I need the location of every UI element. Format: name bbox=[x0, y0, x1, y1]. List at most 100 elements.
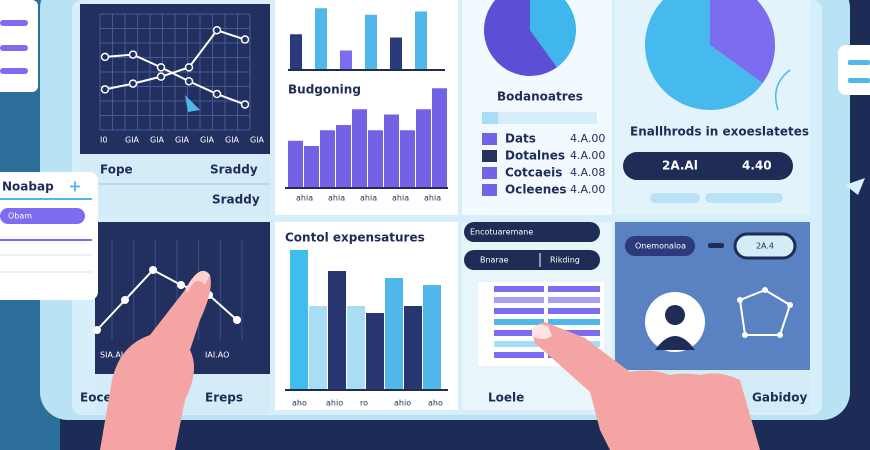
list-row bbox=[494, 330, 544, 336]
bar bbox=[400, 130, 415, 188]
label: Budgoning bbox=[288, 83, 361, 97]
label: Onemonaloa bbox=[635, 242, 686, 251]
label: ahia bbox=[392, 194, 409, 203]
point bbox=[240, 100, 250, 109]
bar bbox=[352, 109, 367, 188]
point bbox=[184, 63, 194, 72]
label: Sraddy bbox=[210, 163, 258, 177]
shape-node bbox=[737, 297, 743, 303]
pill bbox=[735, 234, 795, 258]
label: Loele bbox=[488, 391, 524, 405]
point bbox=[156, 72, 166, 81]
list-row bbox=[494, 297, 544, 303]
point bbox=[156, 63, 166, 72]
finger-nail bbox=[532, 324, 552, 339]
label: GIA bbox=[175, 136, 190, 145]
shape-node bbox=[787, 302, 793, 308]
point bbox=[100, 85, 110, 94]
list-row bbox=[548, 286, 600, 292]
pill-small bbox=[705, 193, 783, 203]
bar bbox=[423, 285, 441, 390]
label: Noabap bbox=[2, 180, 54, 194]
bar bbox=[416, 109, 431, 188]
bar bbox=[347, 306, 365, 390]
bar bbox=[340, 50, 352, 70]
list-row bbox=[494, 319, 544, 325]
field bbox=[0, 208, 85, 224]
point bbox=[233, 316, 241, 324]
point bbox=[93, 326, 101, 334]
menu-line bbox=[848, 78, 870, 83]
point bbox=[177, 281, 185, 289]
label: Encotuaremane bbox=[470, 228, 533, 237]
table-head-mark bbox=[482, 112, 498, 124]
point bbox=[212, 25, 222, 35]
bar bbox=[365, 14, 377, 70]
label: ahia bbox=[296, 194, 313, 203]
list-row bbox=[494, 341, 544, 347]
label: Ereps bbox=[205, 391, 243, 405]
point bbox=[184, 77, 194, 86]
label: aho bbox=[292, 399, 307, 408]
bar bbox=[384, 114, 399, 188]
bar bbox=[366, 313, 384, 390]
label: Enallhrods in exoeslatetes bbox=[630, 125, 809, 139]
label: 4.A.00 bbox=[570, 149, 605, 162]
bar bbox=[320, 130, 335, 188]
shape bbox=[738, 288, 792, 336]
bar bbox=[385, 278, 403, 390]
pill bbox=[625, 236, 695, 256]
bar bbox=[404, 306, 422, 390]
hand-left bbox=[100, 270, 211, 450]
bar bbox=[336, 125, 351, 188]
trend-line bbox=[104, 29, 246, 91]
arrow bbox=[775, 69, 791, 111]
trend-line bbox=[104, 53, 246, 106]
pill bbox=[464, 250, 600, 270]
row-swatch bbox=[482, 184, 497, 196]
label: GIA bbox=[200, 136, 215, 145]
label: 2A.4 bbox=[756, 242, 774, 251]
menu-line bbox=[0, 20, 28, 26]
avatar-head bbox=[665, 305, 685, 325]
list-row bbox=[548, 330, 600, 336]
label: IAI.AO bbox=[205, 351, 229, 360]
arrow bbox=[185, 95, 200, 112]
label: GIA bbox=[150, 136, 165, 145]
bar bbox=[304, 146, 319, 188]
pie-slice bbox=[710, 0, 775, 84]
bar bbox=[309, 306, 327, 390]
label: Obam bbox=[8, 212, 32, 221]
point bbox=[121, 296, 129, 304]
plane-icon bbox=[845, 178, 865, 195]
bar bbox=[290, 250, 308, 390]
label: ahia bbox=[424, 194, 441, 203]
menu-line bbox=[0, 45, 28, 51]
label: SIA.AI bbox=[100, 351, 123, 360]
label: GIA bbox=[125, 136, 140, 145]
bar bbox=[315, 8, 327, 70]
row-swatch bbox=[482, 133, 497, 145]
pie-slice bbox=[530, 0, 576, 68]
label: I0 bbox=[100, 136, 107, 145]
label: GIA bbox=[225, 136, 240, 145]
label: Sraddy bbox=[212, 193, 260, 207]
label: GIA bbox=[250, 136, 265, 145]
pie-slice bbox=[645, 0, 763, 110]
bar bbox=[390, 37, 402, 70]
bar bbox=[290, 34, 302, 70]
pill-border bbox=[733, 232, 797, 260]
bar bbox=[328, 271, 346, 390]
hand-right bbox=[532, 322, 760, 450]
label: 2A.Al bbox=[662, 159, 698, 173]
point bbox=[100, 52, 110, 62]
menu-line bbox=[848, 60, 870, 65]
button[interactable]: + bbox=[68, 177, 81, 196]
trend-line bbox=[96, 268, 238, 331]
label: Cotcaeis bbox=[505, 166, 562, 180]
pill bbox=[464, 222, 600, 242]
point bbox=[212, 89, 222, 99]
point bbox=[149, 266, 157, 274]
